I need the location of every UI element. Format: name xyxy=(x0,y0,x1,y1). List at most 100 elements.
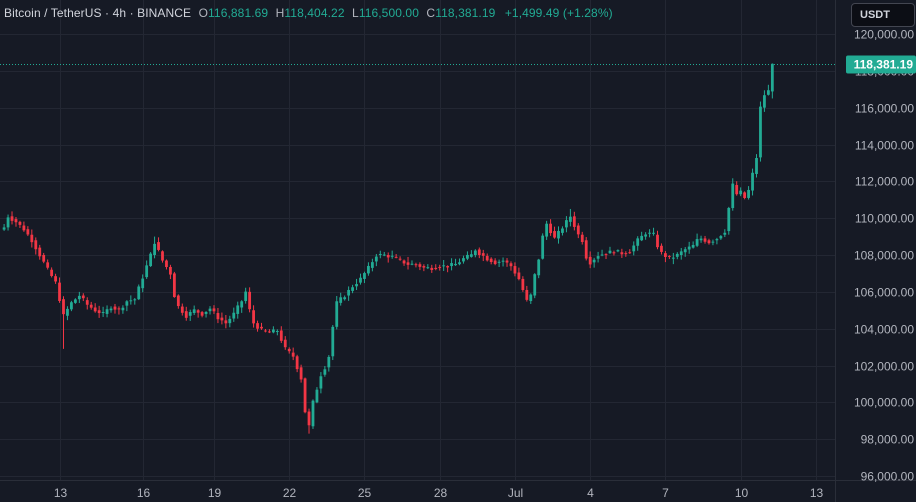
candle xyxy=(628,249,632,254)
candle xyxy=(763,90,766,112)
candle xyxy=(236,301,240,319)
candle xyxy=(521,276,525,292)
time-tick-label: 22 xyxy=(283,486,297,500)
candle xyxy=(422,264,426,272)
candle xyxy=(161,250,164,263)
candle xyxy=(355,278,358,291)
candle xyxy=(2,223,6,231)
candle xyxy=(97,305,101,318)
candle xyxy=(307,408,311,434)
candle xyxy=(374,253,378,267)
candle xyxy=(319,372,323,394)
price-tick-label: 98,000.00 xyxy=(861,433,915,447)
candle xyxy=(271,326,275,334)
currency-button[interactable]: USDT xyxy=(851,3,915,27)
candle xyxy=(731,178,735,211)
close-value: 118,381.19 xyxy=(435,6,496,20)
candle xyxy=(363,271,366,284)
candle xyxy=(612,250,616,256)
time-tick-label: 13 xyxy=(54,486,68,500)
candle xyxy=(287,347,291,354)
open-value: 116,881.69 xyxy=(208,6,269,20)
candle xyxy=(743,191,747,200)
candle xyxy=(165,259,168,270)
time-tick-label: Jul xyxy=(508,486,523,500)
candle xyxy=(244,287,248,304)
candle xyxy=(759,101,762,162)
last-price-tag-label: 118,381.19 xyxy=(854,58,914,72)
candle xyxy=(382,251,386,257)
candle xyxy=(54,273,57,284)
candle xyxy=(636,236,640,251)
candle xyxy=(38,244,42,260)
price-axis[interactable]: 96,000.00 98,000.00 100,000.00 102,000.00 10… xyxy=(854,28,914,484)
candle xyxy=(200,311,204,318)
candle xyxy=(537,258,541,279)
candle xyxy=(584,237,588,261)
low-value: 116,500.00 xyxy=(358,6,419,20)
candle xyxy=(648,229,651,238)
candle xyxy=(671,252,675,265)
candle xyxy=(568,208,572,227)
candle xyxy=(446,265,450,273)
candle xyxy=(652,227,655,236)
candle xyxy=(588,251,592,269)
candle xyxy=(14,216,18,227)
candle xyxy=(378,250,382,259)
candle xyxy=(252,305,255,328)
close-label: C xyxy=(426,6,436,20)
candle xyxy=(565,216,568,233)
candle xyxy=(93,303,97,313)
candle xyxy=(466,251,469,261)
candle xyxy=(450,258,453,271)
candle xyxy=(73,298,77,304)
candle xyxy=(683,247,687,257)
candle xyxy=(347,286,351,301)
candle xyxy=(291,347,295,361)
candle xyxy=(101,306,105,317)
symbol-title[interactable]: Bitcoin / TetherUS · 4h · BINANCE xyxy=(4,6,192,20)
candle xyxy=(295,354,299,373)
candle xyxy=(180,303,184,316)
candle xyxy=(723,229,727,238)
candle xyxy=(248,287,252,313)
candle xyxy=(109,306,113,313)
time-axis[interactable]: 13 16 19 22 25 28 Jul 4 7 10 13 xyxy=(54,486,824,500)
time-tick-label: 10 xyxy=(735,486,749,500)
last-price-tag: 118,381.19 xyxy=(846,55,916,74)
candle xyxy=(58,277,61,303)
candle xyxy=(727,206,731,235)
time-tick-label: 13 xyxy=(810,486,824,500)
candle xyxy=(656,230,659,250)
candle xyxy=(275,329,279,336)
candle xyxy=(549,219,552,236)
candle xyxy=(493,258,497,266)
candle xyxy=(454,258,457,266)
candle xyxy=(30,229,34,248)
candle xyxy=(557,226,560,244)
candle xyxy=(283,336,287,350)
change-value: +1,499.49 (+1.28%) xyxy=(504,6,613,20)
candle xyxy=(438,264,442,271)
candle xyxy=(204,311,208,318)
candle xyxy=(501,257,505,267)
candle xyxy=(70,300,73,312)
candle xyxy=(497,259,501,268)
candle xyxy=(418,262,422,271)
candle xyxy=(228,315,232,328)
candle xyxy=(703,235,707,244)
time-tick-label: 25 xyxy=(358,486,372,500)
candle xyxy=(212,305,216,315)
price-tick-label: 106,000.00 xyxy=(854,286,914,300)
candle xyxy=(664,250,667,263)
candle xyxy=(224,315,228,329)
candle xyxy=(458,258,461,266)
time-tick-label: 19 xyxy=(208,486,222,500)
candle xyxy=(477,247,481,259)
open-label: O xyxy=(198,6,209,20)
candle xyxy=(256,320,259,332)
candle xyxy=(85,297,89,310)
candle xyxy=(279,326,283,344)
